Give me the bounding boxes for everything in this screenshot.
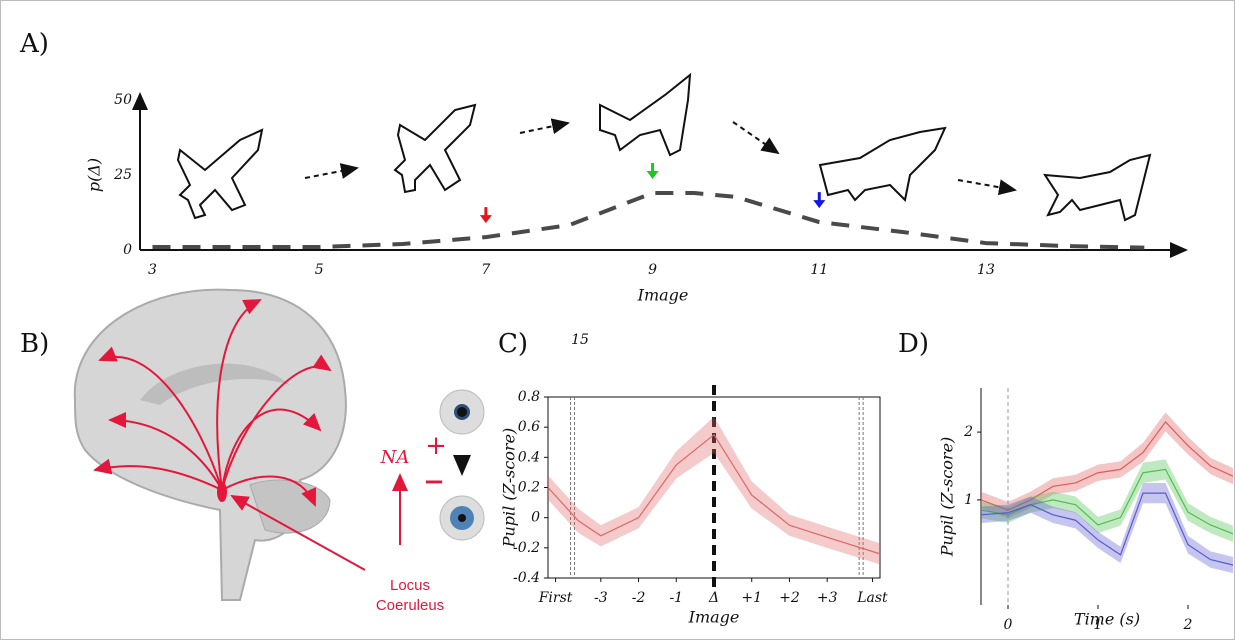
y-tick-label: 25 bbox=[113, 167, 132, 183]
locus-coeruleus bbox=[217, 482, 227, 502]
x-tick-label: 9 bbox=[648, 262, 657, 278]
x-axis-label: Image bbox=[688, 608, 740, 627]
na-label: NA bbox=[380, 447, 410, 468]
plus-sign: + bbox=[425, 431, 447, 461]
y-tick-label: 0.4 bbox=[518, 449, 540, 465]
y-tick-label: 1 bbox=[964, 492, 973, 508]
x-tick-label: -3 bbox=[594, 590, 608, 606]
y-tick-label: 0.2 bbox=[518, 480, 540, 496]
x-tick-label: First bbox=[538, 590, 573, 606]
x-tick-label: +1 bbox=[741, 590, 762, 606]
x-tick-label: 15 bbox=[571, 332, 589, 348]
y-tick-label: 0.6 bbox=[518, 419, 540, 435]
x-tick-label: +2 bbox=[779, 590, 800, 606]
pupil bbox=[457, 407, 467, 417]
figure: A) B) C) D) bbox=[0, 0, 1235, 640]
x-tick-label: 0 bbox=[1004, 617, 1013, 633]
panel-label: C) bbox=[498, 329, 528, 359]
minus-sign: − bbox=[423, 467, 445, 497]
x-tick-label: -2 bbox=[632, 590, 646, 606]
y-tick-label: 0 bbox=[123, 242, 132, 258]
y-tick-label: 0.8 bbox=[518, 389, 540, 405]
y-tick-label: 50 bbox=[114, 92, 132, 108]
y-axis-label: p(Δ) bbox=[85, 158, 104, 192]
lc-label: Locus bbox=[390, 577, 430, 594]
x-tick-label: 11 bbox=[810, 262, 828, 278]
y-axis-label: Pupil (Z-score) bbox=[938, 437, 957, 558]
x-tick-label: 13 bbox=[977, 262, 995, 278]
pupil bbox=[458, 514, 466, 522]
x-axis-label: Image bbox=[637, 286, 689, 305]
y-tick-label: 2 bbox=[963, 424, 973, 440]
y-tick-label: 0 bbox=[531, 510, 540, 526]
x-axis-label: Time (s) bbox=[1074, 610, 1140, 629]
x-tick-label: 7 bbox=[481, 262, 490, 278]
panel-label: B) bbox=[20, 329, 49, 359]
x-tick-label: Δ bbox=[708, 590, 719, 606]
x-tick-label: 2 bbox=[1183, 617, 1193, 633]
x-tick-label: -1 bbox=[669, 590, 683, 606]
lc-label: Coeruleus bbox=[376, 597, 444, 614]
x-tick-label: 3 bbox=[148, 262, 157, 278]
x-tick-label: +3 bbox=[817, 590, 838, 606]
x-tick-label: 5 bbox=[315, 262, 324, 278]
y-axis-label: Pupil (Z-score) bbox=[500, 428, 519, 549]
panel-label: A) bbox=[19, 29, 49, 59]
x-tick-label: Last bbox=[856, 590, 888, 606]
y-tick-label: -0.4 bbox=[513, 570, 540, 586]
panel-label: D) bbox=[898, 329, 929, 359]
